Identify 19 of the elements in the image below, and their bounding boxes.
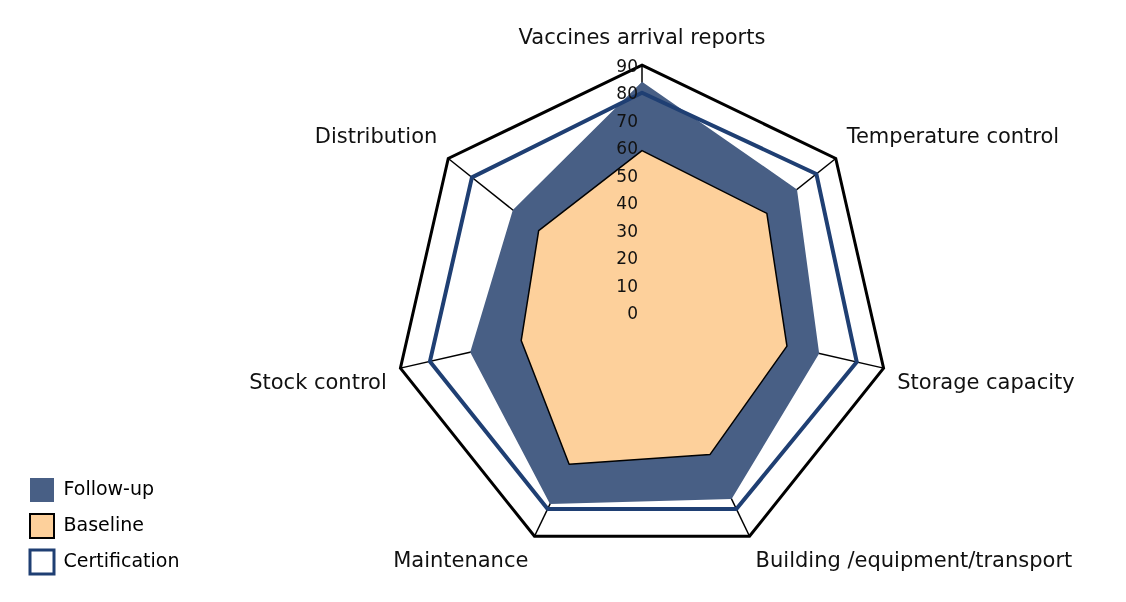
legend-label: Certification [63,548,180,571]
spoke-label: Vaccines arrival reports [518,25,766,50]
y-tick-label: 0 [627,303,638,324]
y-tick-label: 50 [616,165,638,186]
spoke-label: Maintenance [393,547,529,572]
y-tick-label: 30 [616,220,638,241]
y-tick-label: 90 [616,55,638,76]
spoke-label: Temperature control [845,123,1060,148]
spoke-label: Storage capacity [897,370,1075,395]
y-tick-label: 10 [616,275,638,296]
y-tick-label: 40 [616,193,638,214]
spoke-label: Building /equipment/transport [755,547,1073,572]
legend-label: Baseline [63,512,145,535]
legend-label: Follow-up [63,476,155,499]
y-tick-label: 70 [616,110,638,131]
spoke-label: Distribution [314,123,438,148]
y-tick-label: 20 [616,248,638,269]
y-tick-label: 60 [616,138,638,159]
spoke-label: Stock control [249,370,387,395]
